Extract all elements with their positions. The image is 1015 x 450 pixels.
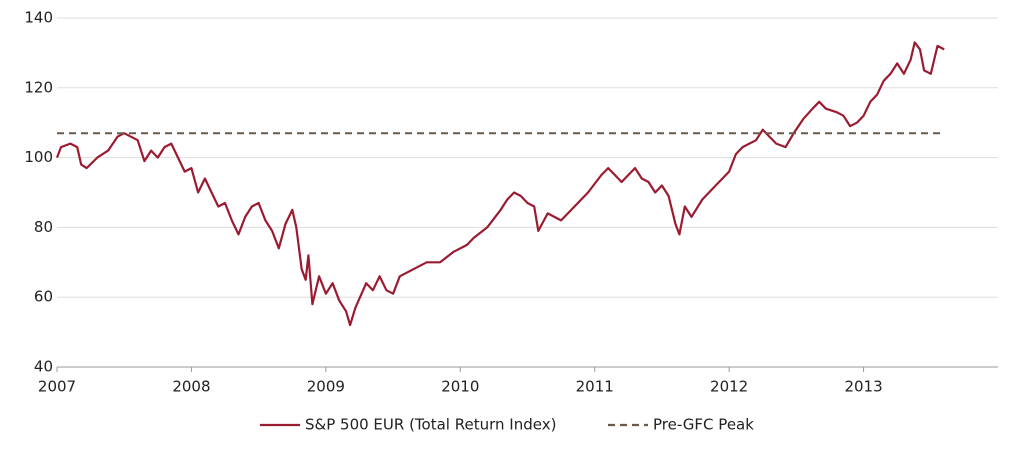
x-tick-label: 2010	[441, 378, 479, 396]
y-tick-label: 40	[34, 358, 53, 376]
x-tick-label: 2008	[172, 378, 210, 396]
y-tick-label: 100	[24, 148, 53, 166]
legend-label: Pre-GFC Peak	[653, 416, 754, 434]
y-tick-label: 120	[24, 78, 53, 96]
x-tick-label: 2009	[307, 378, 345, 396]
legend-label: S&P 500 EUR (Total Return Index)	[305, 416, 556, 434]
x-tick-label: 2011	[576, 378, 614, 396]
x-tick-label: 2007	[38, 378, 76, 396]
x-tick-label: 2013	[844, 378, 882, 396]
x-tick-label: 2012	[710, 378, 748, 396]
y-tick-label: 80	[34, 218, 53, 236]
y-tick-label: 140	[24, 9, 53, 27]
y-tick-label: 60	[34, 288, 53, 306]
series-line	[55, 41, 945, 327]
